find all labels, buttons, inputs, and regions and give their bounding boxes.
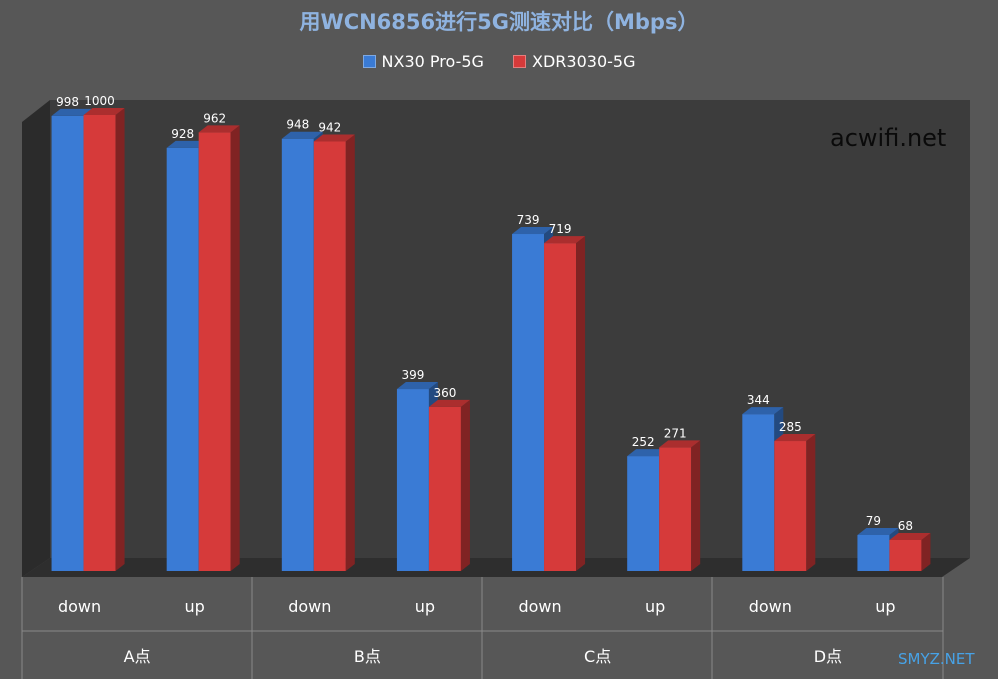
- bar-top: [428, 399, 470, 407]
- data-label: 948: [286, 118, 309, 132]
- category-label: up: [875, 597, 895, 616]
- bar-top: [313, 134, 355, 142]
- bar-front: [281, 138, 314, 571]
- legend-swatch-xdr3030: [513, 55, 527, 68]
- legend-item-xdr3030: XDR3030-5G: [513, 52, 635, 71]
- bar-xdr3030-0: [83, 108, 125, 571]
- bar-top: [742, 407, 784, 415]
- bar-front: [774, 441, 807, 571]
- category-label: up: [645, 597, 665, 616]
- data-label: 271: [664, 426, 687, 440]
- chart-title: 用WCN6856进行5G测速对比（Mbps）: [299, 10, 699, 34]
- bar-front: [659, 447, 692, 571]
- data-label: 252: [632, 435, 655, 449]
- labels-layer: 998 1000 down 928 962 up 948 942 down 399 360 up 739…: [56, 94, 913, 666]
- chart-side-wall: [22, 100, 50, 577]
- site-mark-text: SMYZ.NET: [898, 650, 975, 668]
- bar-top: [774, 434, 816, 442]
- chart-floor: [22, 558, 970, 577]
- bar-xdr3030-5: [659, 440, 701, 571]
- data-label: 942: [318, 120, 341, 134]
- legend: NX30 Pro-5G XDR3030-5G: [0, 52, 998, 71]
- category-label: down: [288, 597, 331, 616]
- bar-front: [544, 243, 577, 572]
- data-label: 962: [203, 111, 226, 125]
- axis-table-grid: [21, 577, 944, 679]
- bar-side: [230, 125, 240, 571]
- bar-xdr3030-3: [428, 399, 470, 571]
- data-label: 344: [747, 393, 770, 407]
- chart-back-wall: [50, 100, 970, 558]
- bar-front: [83, 115, 116, 571]
- legend-label-xdr3030: XDR3030-5G: [532, 52, 636, 71]
- group-label: B点: [354, 647, 381, 666]
- bars-layer: [51, 108, 931, 572]
- bar-top: [889, 532, 931, 540]
- bar-front: [396, 389, 429, 571]
- bar-top: [396, 382, 438, 390]
- data-label: 998: [56, 95, 79, 109]
- watermark-text: acwifi.net: [830, 124, 947, 152]
- bar-front: [512, 234, 545, 572]
- bar-side: [345, 134, 355, 571]
- data-label: 360: [433, 386, 456, 400]
- legend-swatch-nx30: [362, 55, 376, 68]
- bar-front: [166, 147, 199, 571]
- bar-xdr3030-2: [313, 134, 355, 571]
- bar-xdr3030-4: [544, 236, 586, 572]
- bar-front: [857, 534, 890, 571]
- legend-item-nx30: NX30 Pro-5G: [362, 52, 484, 71]
- data-label: 399: [401, 368, 424, 382]
- bar-top: [281, 131, 323, 139]
- data-label: 68: [898, 519, 913, 533]
- bar-side: [921, 532, 931, 571]
- category-label: up: [185, 597, 205, 616]
- bar-xdr3030-6: [774, 434, 816, 571]
- bar-side: [460, 399, 470, 571]
- bar-top: [83, 108, 125, 115]
- group-label: C点: [584, 647, 611, 666]
- bar-front: [742, 414, 775, 571]
- data-label: 79: [866, 514, 881, 528]
- bar-top: [512, 227, 554, 235]
- data-label: 928: [171, 127, 194, 141]
- bar-top: [198, 125, 240, 133]
- bar-side: [691, 440, 701, 571]
- bar-top: [544, 236, 586, 244]
- bar-top: [857, 527, 899, 535]
- bar-side: [115, 108, 125, 571]
- data-label: 285: [779, 420, 802, 434]
- category-label: down: [58, 597, 101, 616]
- data-label: 739: [517, 213, 540, 227]
- bar-front: [313, 141, 346, 571]
- bar-side: [806, 434, 816, 571]
- bar-xdr3030-7: [889, 532, 931, 571]
- bar-top: [627, 449, 669, 457]
- bar-front: [198, 132, 231, 571]
- group-label: D点: [814, 647, 842, 666]
- category-label: down: [749, 597, 792, 616]
- data-label: 1000: [84, 94, 115, 108]
- bar-top: [166, 140, 208, 148]
- category-label: down: [518, 597, 561, 616]
- bar-front: [889, 539, 922, 571]
- legend-label-nx30: NX30 Pro-5G: [381, 52, 484, 71]
- bar-xdr3030-1: [198, 125, 240, 571]
- bar-front: [627, 456, 660, 571]
- data-label: 719: [549, 222, 572, 236]
- bar-side: [576, 236, 586, 572]
- bar-front: [428, 406, 461, 571]
- bar-top: [51, 108, 93, 116]
- bar-front: [51, 115, 84, 572]
- category-label: up: [415, 597, 435, 616]
- bar-top: [659, 440, 701, 448]
- group-label: A点: [124, 647, 151, 666]
